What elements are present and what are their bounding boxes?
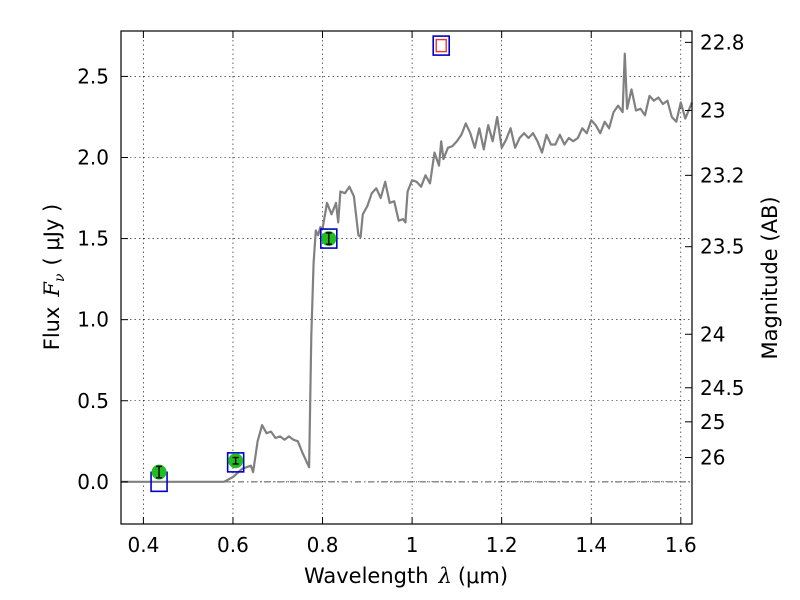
y2-tick-label: 25 (700, 410, 725, 434)
y-tick-label: 2.5 (77, 64, 109, 88)
model-flux-square (226, 452, 245, 473)
y-tick-label: 2.0 (77, 145, 109, 169)
x-tick-label: 1.2 (486, 533, 518, 557)
x-tick-label: 0.6 (217, 533, 249, 557)
spectrum-line (121, 52, 694, 483)
x-tick-label: 1.4 (575, 533, 607, 557)
model-flux-square (432, 35, 451, 56)
y2-tick-label: 24 (700, 322, 725, 346)
y-axis-label: FluxFν( μJy ) (40, 204, 68, 350)
y-tick-label: 0.5 (77, 389, 109, 413)
y2-tick-label: 23.2 (700, 163, 745, 187)
x-tick-label: 0.4 (127, 533, 159, 557)
y-tick-label: 1.5 (77, 227, 109, 251)
y2-tick-label: 26 (700, 446, 725, 470)
grid-layer (121, 31, 692, 524)
y2-axis-label: Magnitude (AB) (758, 196, 782, 359)
tick-layer: 0.4 0.6 0.8 1 1.2 1.4 1.6 0.0 0.5 1.0 1.5 2.0 2.5 22.… (77, 30, 744, 557)
y2-tick-label: 23.5 (700, 235, 745, 259)
model-flux-square (319, 228, 338, 249)
marker-layer (150, 35, 451, 493)
upper-limit-square (435, 38, 447, 53)
y2-tick-label: 24.5 (700, 376, 745, 400)
y2-tick-label: 23 (700, 98, 725, 122)
x-axis-label: Wavelength λ (μm) (304, 564, 508, 588)
y-tick-label: 0.0 (77, 470, 109, 494)
y2-tick-label: 22.8 (700, 30, 745, 54)
x-tick-label: 1 (406, 533, 419, 557)
x-tick-label: 1.6 (665, 533, 697, 557)
y-tick-label: 1.0 (77, 308, 109, 332)
x-tick-label: 0.8 (307, 533, 339, 557)
series-layer (121, 52, 694, 483)
plot-frame (120, 30, 693, 525)
